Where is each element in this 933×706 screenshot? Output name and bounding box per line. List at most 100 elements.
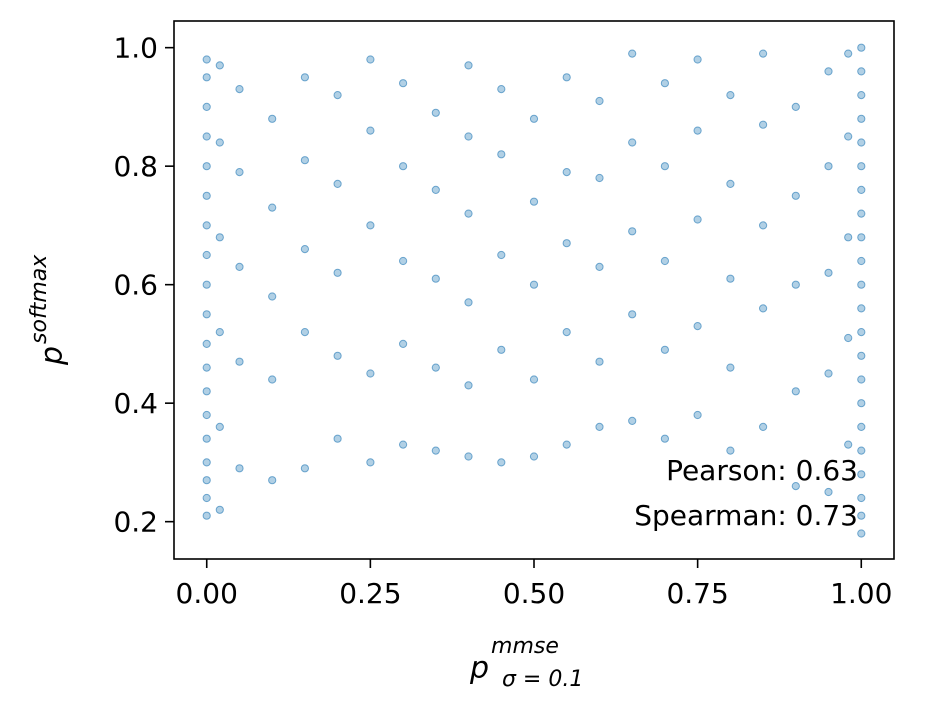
scatter-point <box>202 339 211 348</box>
scatter-point <box>660 256 670 266</box>
scatter-point <box>693 126 702 135</box>
scatter-point <box>300 73 309 82</box>
scatter-point <box>824 268 833 277</box>
scatter-point <box>857 280 866 289</box>
scatter-point <box>215 328 224 337</box>
x-axis-label-base: p <box>469 651 489 686</box>
scatter-point <box>660 79 670 88</box>
scatter-point <box>529 375 539 384</box>
scatter-point <box>464 381 473 390</box>
scatter-point <box>824 487 833 497</box>
scatter-point <box>333 91 342 100</box>
y-tick-label: 0.4 <box>113 387 158 420</box>
scatter-point <box>693 322 702 331</box>
scatter-point <box>202 387 211 396</box>
scatter-point <box>857 351 866 360</box>
x-axis-label-sub: σ = 0.1 <box>502 667 583 692</box>
scatter-point <box>268 292 277 301</box>
scatter-point <box>497 458 506 467</box>
scatter-point <box>202 102 211 112</box>
scatter-point <box>857 304 866 313</box>
scatter-point <box>844 49 853 58</box>
scatter-point <box>464 209 473 218</box>
scatter-point <box>562 328 571 337</box>
scatter-point <box>215 233 224 242</box>
scatter-point <box>595 357 604 366</box>
scatter-point <box>857 493 866 503</box>
scatter-point <box>215 61 224 70</box>
scatter-point <box>202 511 211 520</box>
scatter-point <box>202 132 211 141</box>
scatter-point <box>235 85 244 94</box>
scatter-point <box>300 245 309 254</box>
scatter-point <box>333 268 342 277</box>
scatter-point <box>857 422 866 431</box>
scatter-point <box>857 233 866 242</box>
scatter-point <box>202 476 211 485</box>
y-tick-label: 0.8 <box>113 150 158 183</box>
scatter-point <box>464 132 473 141</box>
points-layer <box>202 43 866 538</box>
scatter-point <box>693 215 702 224</box>
scatter-point <box>202 221 211 230</box>
scatter-point <box>366 369 375 378</box>
scatter-point <box>464 452 473 461</box>
scatter-point <box>333 179 342 188</box>
scatter-point <box>628 227 637 236</box>
scatter-point <box>857 511 866 520</box>
scatter-point <box>759 221 768 230</box>
scatter-point <box>529 197 539 206</box>
scatter-point <box>857 446 866 455</box>
scatter-point <box>791 482 800 491</box>
scatter-point <box>366 55 375 64</box>
scatter-point <box>857 67 866 76</box>
scatter-point <box>660 434 670 443</box>
scatter-point <box>857 91 866 100</box>
scatter-point <box>366 126 375 135</box>
scatter-point <box>726 363 735 372</box>
scatter-point <box>300 464 309 473</box>
scatter-point <box>497 345 506 354</box>
scatter-point <box>399 339 408 348</box>
x-axis-label: pmmse σ = 0.1 <box>469 634 583 692</box>
x-tick-label: 0.25 <box>339 577 401 610</box>
scatter-point <box>268 203 277 212</box>
scatter-point <box>628 138 637 147</box>
scatter-point <box>366 458 375 467</box>
scatter-point <box>628 416 637 425</box>
scatter-point <box>824 369 833 378</box>
scatter-point <box>497 85 506 94</box>
scatter-point <box>202 434 211 443</box>
y-axis-label-base: p <box>35 346 70 366</box>
scatter-point <box>366 221 375 230</box>
scatter-point <box>791 191 800 200</box>
scatter-point <box>215 138 224 147</box>
scatter-point <box>857 375 866 384</box>
scatter-point <box>464 61 473 70</box>
scatter-point <box>399 79 408 88</box>
scatter-point <box>215 422 224 431</box>
scatter-point <box>202 493 211 503</box>
y-tick-label: 1.0 <box>113 32 158 65</box>
spearman-annotation: Spearman: 0.73 <box>634 499 858 532</box>
scatter-point <box>202 280 211 289</box>
scatter-point <box>431 185 440 194</box>
scatter-point <box>857 256 866 266</box>
y-axis-label: psoftmax <box>27 254 70 366</box>
scatter-point <box>562 440 571 449</box>
scatter-point <box>660 345 670 354</box>
scatter-point <box>562 73 571 82</box>
scatter-point <box>431 108 440 117</box>
y-axis-label-sup: softmax <box>27 254 52 344</box>
scatter-point <box>464 298 473 307</box>
x-tick-label: 0.00 <box>176 577 238 610</box>
scatter-point <box>857 209 866 218</box>
scatter-point <box>202 73 211 82</box>
scatter-point <box>844 132 853 141</box>
x-tick-label: 0.75 <box>666 577 728 610</box>
scatter-point <box>857 328 866 337</box>
scatter-point <box>268 476 277 485</box>
scatter-point <box>202 162 211 171</box>
scatter-point <box>431 446 440 455</box>
